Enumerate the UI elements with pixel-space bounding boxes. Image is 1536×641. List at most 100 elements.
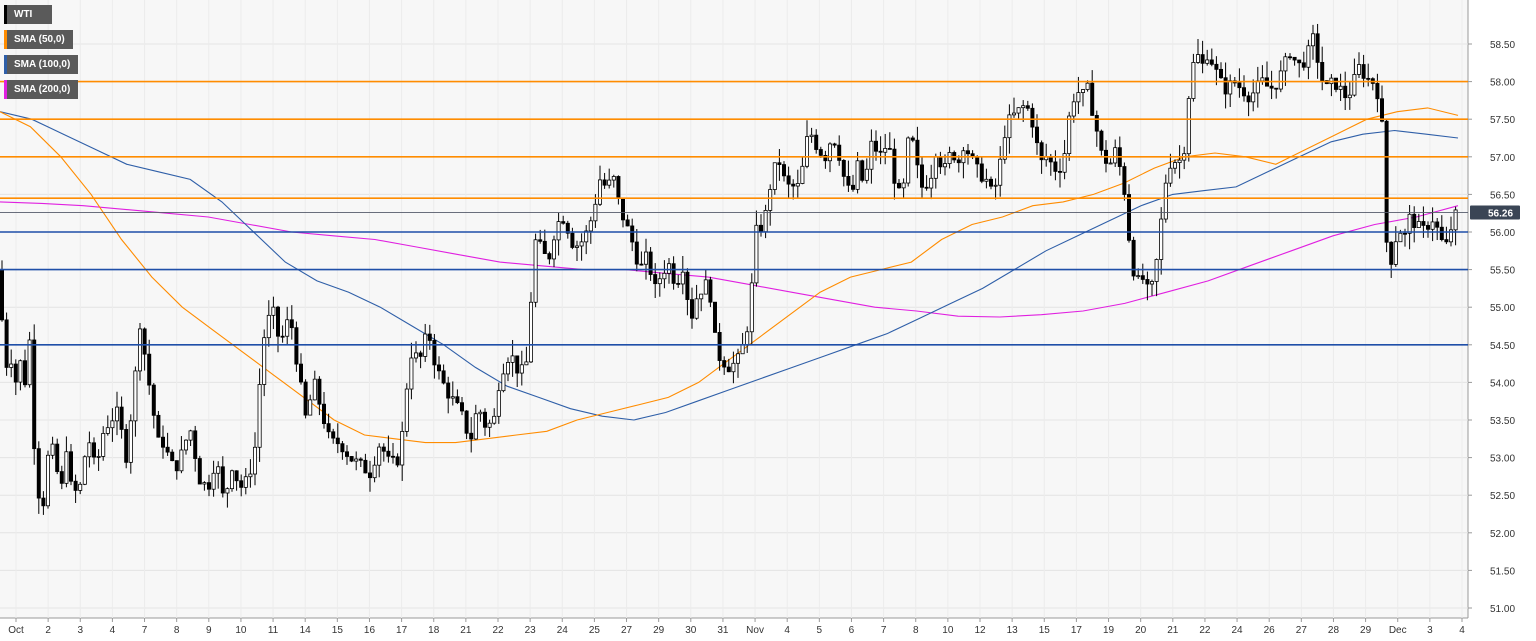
candle-body (795, 183, 800, 187)
candle-body (855, 160, 860, 190)
candle-body (598, 179, 603, 205)
candle-body (1209, 59, 1214, 65)
candle-body (621, 197, 626, 221)
x-tick-label: 20 (1135, 625, 1147, 636)
candle-body (524, 361, 529, 366)
candle-body (179, 449, 184, 472)
candle-body (832, 143, 837, 146)
candle-body (533, 239, 538, 303)
candle-body (897, 182, 902, 189)
candle-body (611, 176, 616, 181)
candle-body (993, 184, 998, 187)
candle-body (529, 301, 534, 363)
candle-body (630, 225, 635, 243)
candle-body (197, 458, 202, 485)
x-tick-label: 17 (1071, 625, 1083, 636)
candle-body (13, 363, 18, 383)
candle-body (1315, 33, 1320, 63)
candle-body (367, 472, 372, 479)
candle-body (1205, 59, 1210, 64)
candle-body (436, 364, 441, 372)
candle-body (188, 430, 193, 441)
candle-body (294, 327, 299, 365)
candle-body (579, 241, 584, 247)
candle-body (782, 164, 787, 177)
candle-body (505, 362, 510, 375)
candle-body (1016, 107, 1021, 114)
candle-body (1062, 153, 1067, 173)
candle-body (193, 430, 198, 459)
sma200-line (0, 201, 1459, 318)
candle-body (349, 456, 354, 462)
candle-body (492, 415, 497, 424)
candle-body (745, 331, 750, 346)
x-tick-label: 29 (653, 625, 665, 636)
candle-body (220, 466, 225, 494)
candle-body (874, 140, 879, 152)
candle-body (1384, 120, 1389, 243)
candle-body (87, 442, 92, 458)
candle-body (1242, 87, 1247, 97)
candle-body (1136, 275, 1141, 278)
y-tick-label: 51.50 (1490, 566, 1515, 577)
candle-body (547, 253, 552, 260)
candle-body (1237, 82, 1242, 89)
candle-body (22, 360, 27, 386)
candle-body (340, 443, 345, 453)
candle-body (50, 443, 55, 456)
candle-body (441, 370, 446, 384)
candle-body (883, 148, 888, 153)
candle-body (1113, 147, 1118, 164)
candle-body (4, 319, 9, 368)
candle-body (1186, 98, 1191, 155)
candle-body (1311, 33, 1316, 47)
candle-body (1361, 64, 1366, 79)
candle-body (901, 182, 906, 189)
candle-body (938, 156, 943, 168)
candle-body (777, 162, 782, 165)
candle-body (1007, 114, 1012, 139)
candle-body (1269, 85, 1274, 89)
candle-body (1071, 101, 1076, 117)
y-tick-label: 53.00 (1490, 454, 1515, 465)
candle-body (694, 298, 699, 319)
candle-body (1274, 87, 1279, 90)
x-tick-label: 15 (1039, 625, 1051, 636)
candle-body (1297, 59, 1302, 64)
candle-body (542, 240, 547, 255)
candle-body (133, 370, 138, 422)
candle-body (59, 471, 64, 484)
candle-body (27, 339, 32, 386)
candle-body (1228, 80, 1233, 95)
candle-body (151, 384, 156, 416)
candle-body (78, 483, 83, 491)
candle-body (262, 337, 267, 385)
candle-body (726, 366, 731, 373)
candle-body (211, 472, 216, 490)
candle-body (519, 364, 524, 374)
candle-body (906, 137, 911, 184)
x-tick-label: 22 (1199, 625, 1211, 636)
candle-body (73, 480, 78, 491)
candle-body (450, 396, 455, 399)
y-tick-label: 56.50 (1490, 190, 1515, 201)
candle-body (469, 432, 474, 440)
candle-body (1122, 166, 1127, 195)
candle-body (257, 384, 262, 448)
candle-body (1219, 68, 1224, 79)
candle-body (1260, 77, 1265, 82)
candle-body (690, 299, 695, 319)
candle-body (1334, 77, 1339, 90)
candle-body (1320, 61, 1325, 81)
candle-body (147, 353, 152, 386)
candle-body (46, 454, 51, 507)
candle-body (915, 139, 920, 166)
candle-body (703, 279, 708, 295)
candle-body (1416, 221, 1421, 228)
candle-body (128, 420, 133, 463)
candle-body (552, 239, 557, 260)
candle-body (1150, 281, 1155, 285)
candle-body (676, 283, 681, 285)
candle-body (1039, 142, 1044, 161)
candle-body (418, 352, 423, 357)
